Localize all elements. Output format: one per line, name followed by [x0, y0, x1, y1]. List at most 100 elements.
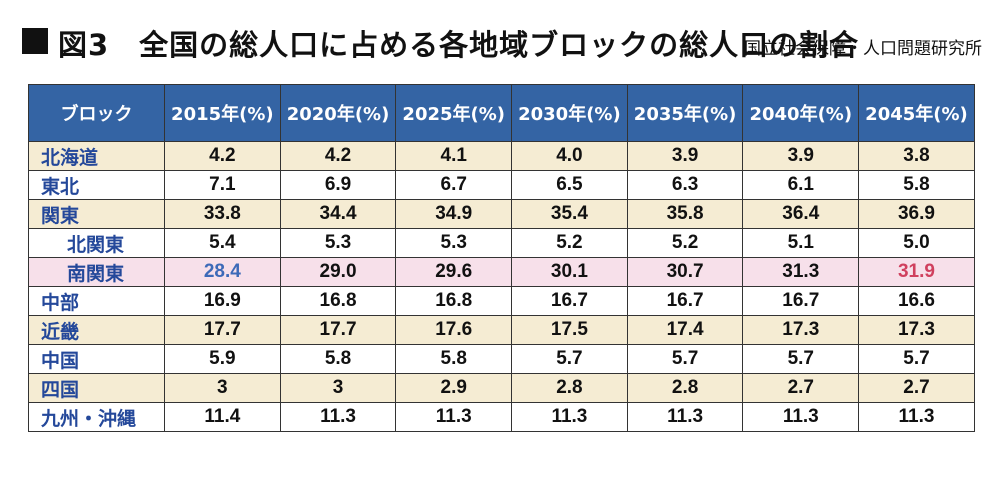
table-cell: 6.9 [279, 170, 397, 200]
table-cell: 5.4 [164, 228, 281, 258]
title-square-icon [22, 28, 48, 54]
table-cell: 3.9 [742, 141, 860, 171]
column-header-year: 2025年(%) [395, 84, 513, 142]
row-label: 北関東 [28, 228, 165, 258]
chart-title: 図3 全国の総人口に占める各地域ブロックの総人口の割合 [58, 28, 860, 62]
table-cell: 16.8 [279, 286, 397, 316]
table-cell: 2.8 [626, 373, 744, 403]
table-cell: 16.8 [395, 286, 513, 316]
table-cell: 36.9 [858, 199, 975, 229]
table-header-row: ブロック 2015年(%) 2020年(%) 2025年(%) 2030年(%) 2035… [28, 84, 975, 142]
table-cell: 31.9 [858, 257, 975, 287]
table-cell: 11.3 [279, 402, 397, 432]
table-cell: 6.5 [511, 170, 628, 200]
table-cell: 3.9 [626, 141, 744, 171]
table-cell: 5.8 [279, 344, 397, 374]
table-cell: 5.8 [858, 170, 975, 200]
table-cell: 5.2 [626, 228, 744, 258]
table-cell: 28.4 [164, 257, 281, 287]
table-cell: 6.1 [742, 170, 860, 200]
table-cell: 7.1 [164, 170, 281, 200]
table-cell: 16.6 [858, 286, 975, 316]
row-label: 中部 [28, 286, 165, 316]
table-cell: 34.4 [279, 199, 397, 229]
table-cell: 5.7 [626, 344, 744, 374]
table-cell: 3.8 [858, 141, 975, 171]
table-cell: 17.7 [164, 315, 281, 345]
table-cell: 16.7 [626, 286, 744, 316]
table-row: 近畿 17.7 17.7 17.6 17.5 17.4 17.3 17.3 [28, 315, 975, 345]
table-cell: 5.1 [742, 228, 860, 258]
table-row: 九州・沖縄 11.4 11.3 11.3 11.3 11.3 11.3 11.3 [28, 402, 975, 432]
table-cell: 6.7 [395, 170, 513, 200]
row-label: 関東 [28, 199, 165, 229]
table-cell: 4.2 [279, 141, 397, 171]
table-cell: 34.9 [395, 199, 513, 229]
table-cell: 5.8 [395, 344, 513, 374]
table-cell: 5.3 [279, 228, 397, 258]
table-cell: 30.1 [511, 257, 628, 287]
table-cell: 29.6 [395, 257, 513, 287]
table-cell: 5.7 [858, 344, 975, 374]
row-label: 中国 [28, 344, 165, 374]
table-cell: 11.4 [164, 402, 281, 432]
table-cell: 29.0 [279, 257, 397, 287]
table-cell: 5.7 [742, 344, 860, 374]
table-cell: 31.3 [742, 257, 860, 287]
table-cell: 35.8 [626, 199, 744, 229]
data-table: ブロック 2015年(%) 2020年(%) 2025年(%) 2030年(%) 2035… [28, 84, 975, 432]
row-label: 四国 [28, 373, 165, 403]
table-cell: 11.3 [742, 402, 860, 432]
table-cell: 2.9 [395, 373, 513, 403]
table-cell: 11.3 [511, 402, 628, 432]
table-cell: 17.6 [395, 315, 513, 345]
table-cell: 2.7 [858, 373, 975, 403]
table-cell: 16.9 [164, 286, 281, 316]
table-cell: 35.4 [511, 199, 628, 229]
table-cell: 5.0 [858, 228, 975, 258]
column-header-year: 2035年(%) [626, 84, 744, 142]
table-cell: 2.8 [511, 373, 628, 403]
table-cell: 2.7 [742, 373, 860, 403]
table-cell: 3 [279, 373, 397, 403]
table-row: 北海道 4.2 4.2 4.1 4.0 3.9 3.9 3.8 [28, 141, 975, 171]
column-header-year: 2030年(%) [511, 84, 628, 142]
table-cell: 17.4 [626, 315, 744, 345]
table-row: 南関東 28.4 29.0 29.6 30.1 30.7 31.3 31.9 [28, 257, 975, 287]
table-row: 関東 33.8 34.4 34.9 35.4 35.8 36.4 36.9 [28, 199, 975, 229]
table-row: 中国 5.9 5.8 5.8 5.7 5.7 5.7 5.7 [28, 344, 975, 374]
table-cell: 4.1 [395, 141, 513, 171]
table-cell: 17.3 [742, 315, 860, 345]
table-cell: 4.2 [164, 141, 281, 171]
table-cell: 16.7 [742, 286, 860, 316]
row-label: 南関東 [28, 257, 165, 287]
table-cell: 5.7 [511, 344, 628, 374]
source-label: 国立社会保障・人口問題研究所 [744, 39, 982, 59]
table-row: 東北 7.1 6.9 6.7 6.5 6.3 6.1 5.8 [28, 170, 975, 200]
column-header-year: 2045年(%) [858, 84, 975, 142]
table-cell: 3 [164, 373, 281, 403]
table-cell: 33.8 [164, 199, 281, 229]
table-cell: 5.9 [164, 344, 281, 374]
table-cell: 5.2 [511, 228, 628, 258]
table-cell: 36.4 [742, 199, 860, 229]
table-cell: 17.5 [511, 315, 628, 345]
table-cell: 11.3 [626, 402, 744, 432]
table-cell: 16.7 [511, 286, 628, 316]
row-label: 北海道 [28, 141, 165, 171]
table-cell: 5.3 [395, 228, 513, 258]
row-label: 近畿 [28, 315, 165, 345]
table-cell: 17.7 [279, 315, 397, 345]
table-cell: 4.0 [511, 141, 628, 171]
table-row: 四国 3 3 2.9 2.8 2.8 2.7 2.7 [28, 373, 975, 403]
title-bar: 図3 全国の総人口に占める各地域ブロックの総人口の割合 国立社会保障・人口問題研… [22, 18, 982, 68]
table-cell: 30.7 [626, 257, 744, 287]
row-label: 九州・沖縄 [28, 402, 165, 432]
column-header-year: 2040年(%) [742, 84, 860, 142]
column-header-block: ブロック [28, 84, 165, 142]
table-body: 北海道 4.2 4.2 4.1 4.0 3.9 3.9 3.8 東北 7.1 6.9 6.7 6.5 6.… [28, 141, 975, 432]
row-label: 東北 [28, 170, 165, 200]
table-cell: 11.3 [395, 402, 513, 432]
column-header-year: 2020年(%) [279, 84, 397, 142]
table-cell: 6.3 [626, 170, 744, 200]
